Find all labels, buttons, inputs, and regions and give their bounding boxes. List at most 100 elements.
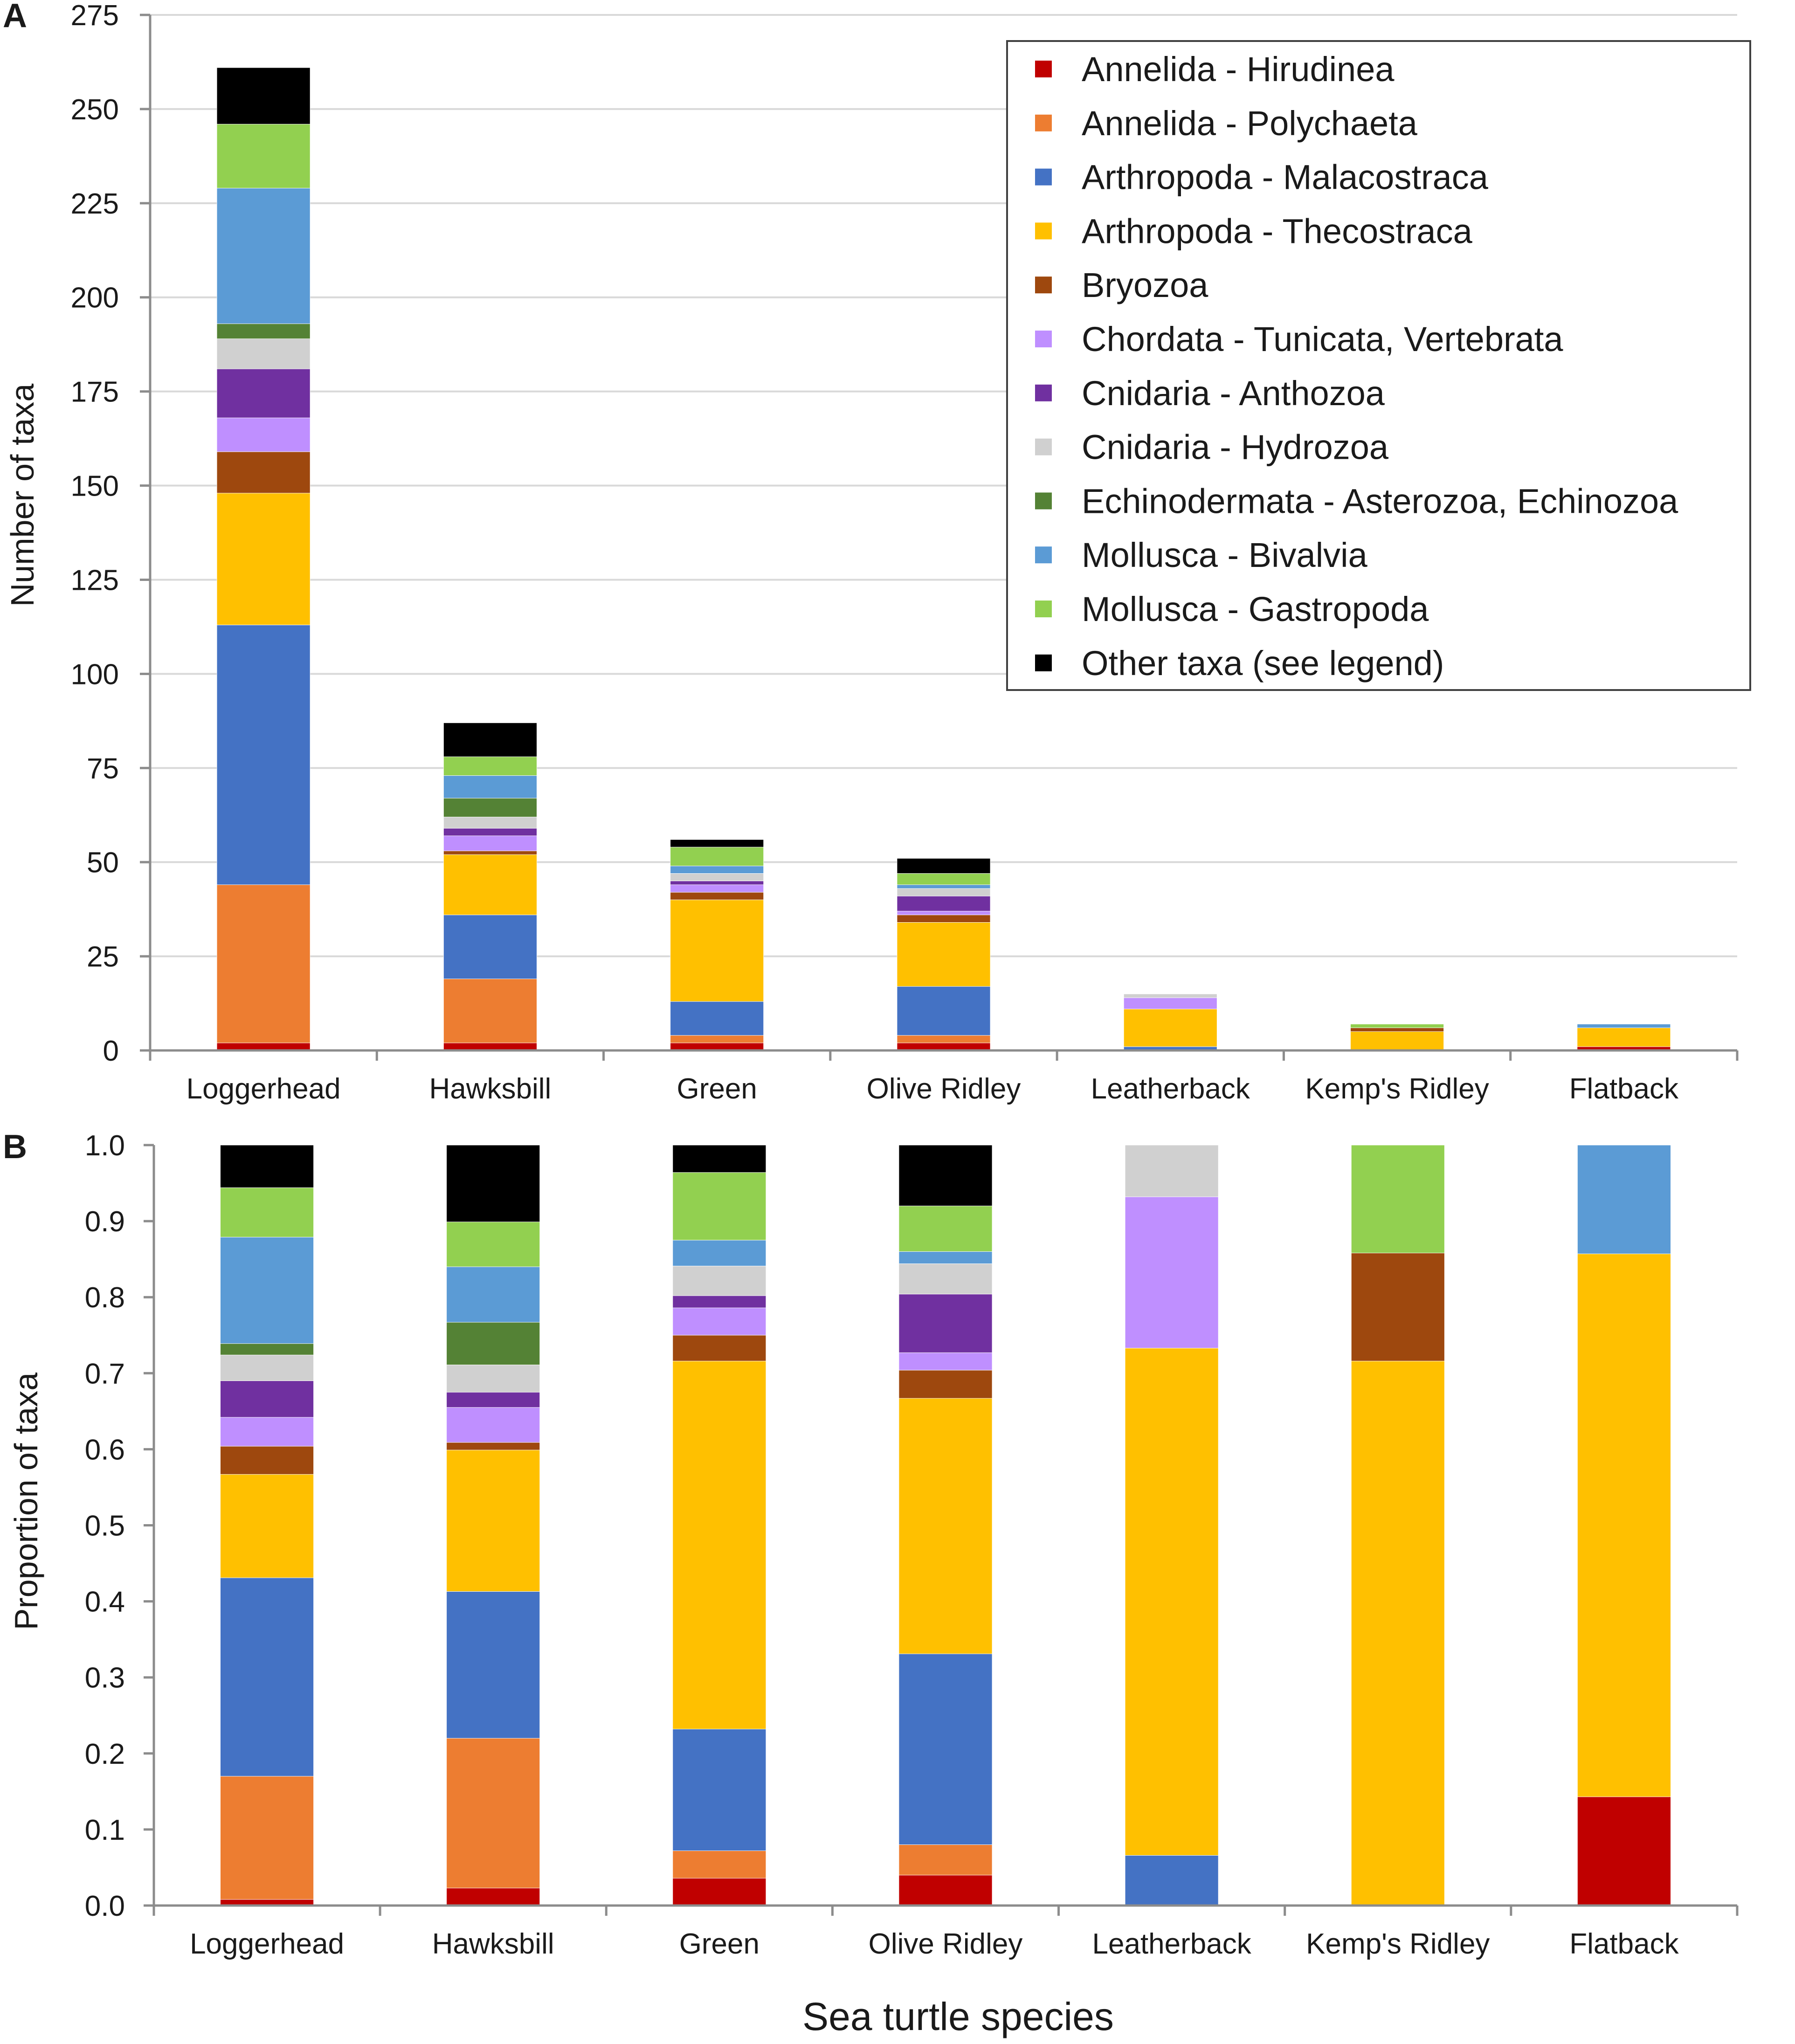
panel-a-y-axis-title: Number of taxa (4, 384, 41, 607)
panel-a-bar-olive-ridley-cnidaria-anthozoa (897, 896, 991, 912)
panel-a-bar-green-other-taxa-see-legend (670, 839, 764, 848)
panel-b-bar-green-arthropoda-thecostraca (672, 1360, 766, 1730)
panel-b-bar-leatherback-cnidaria-hydrozoa (1125, 1145, 1219, 1197)
panel-b-bar-hawksbill-other-taxa-see-legend (446, 1145, 540, 1222)
panel-a-y-tick-label: 250 (71, 94, 119, 126)
panel-a-label: A (3, 0, 27, 35)
panel-a-bar-hawksbill-cnidaria-anthozoa (443, 828, 537, 836)
panel-a-y-tick-label: 225 (71, 188, 119, 220)
panel-b-y-tick-label: 0.6 (85, 1434, 125, 1466)
panel-a-bar-loggerhead-mollusca-gastropoda (216, 124, 311, 188)
panel-b-bar-kemp-s-ridley-bryozoa (1351, 1253, 1445, 1361)
legend-swatch-cnidaria-anthozoa (1035, 384, 1052, 401)
panel-a-bar-hawksbill-mollusca-gastropoda (443, 756, 537, 776)
panel-a-bar-green-mollusca-gastropoda (670, 847, 764, 866)
legend-swatch-arthropoda-thecostraca (1035, 222, 1052, 240)
panel-b-bar-olive-ridley-arthropoda-malacostraca (898, 1653, 993, 1845)
panel-a-y-tick-label: 25 (87, 941, 119, 973)
legend-swatch-mollusca-bivalvia (1035, 546, 1052, 564)
panel-b-bar-hawksbill-mollusca-bivalvia (446, 1266, 540, 1323)
x-axis-title: Sea turtle species (802, 1995, 1114, 2038)
panel-b-bar-hawksbill-arthropoda-malacostraca (446, 1591, 540, 1739)
panel-a-bar-green-chordata-tunicata-vertebrata (670, 884, 764, 893)
panel-b-bar-flatback-arthropoda-thecostraca (1577, 1253, 1671, 1797)
legend-label-mollusca-gastropoda: Mollusca - Gastropoda (1082, 590, 1429, 628)
panel-a-bar-olive-ridley-chordata-tunicata-vertebrata (897, 911, 991, 915)
panel-b-x-tick-label: Green (679, 1928, 759, 1960)
panel-a-y-tick-label: 200 (71, 282, 119, 314)
panel-a-bar-hawksbill-bryozoa (443, 850, 537, 855)
panel-a-y-tick-label: 0 (103, 1035, 119, 1067)
panel-b-y-tick-label: 0.4 (85, 1586, 125, 1618)
panel-b-bar-green-chordata-tunicata-vertebrata (672, 1307, 766, 1336)
panel-b-y-tick-label: 0.2 (85, 1738, 125, 1770)
panel-a-y-tick-label: 125 (71, 564, 119, 596)
panel-a-y-tick-label: 50 (87, 847, 119, 879)
panel-b-bar-olive-ridley-other-taxa-see-legend (898, 1145, 993, 1206)
panel-b-bar-green-bryozoa (672, 1335, 766, 1361)
panel-b-bar-hawksbill-annelida-hirudinea (446, 1888, 540, 1906)
legend-swatch-mollusca-gastropoda (1035, 601, 1052, 617)
legend-label-bryozoa: Bryozoa (1082, 266, 1208, 304)
panel-b-bar-olive-ridley-cnidaria-hydrozoa (898, 1264, 993, 1295)
panel-a-bar-flatback-arthropoda-thecostraca (1577, 1028, 1671, 1047)
panel-b-x-tick-label: Kemp's Ridley (1306, 1928, 1490, 1960)
panel-b-bar-loggerhead-echinodermata-asterozoa-echinozoa (220, 1343, 314, 1355)
panel-a-y-tick-label: 150 (71, 470, 119, 503)
legend-label-cnidaria-anthozoa: Cnidaria - Anthozoa (1082, 374, 1385, 413)
panel-a-x-tick-label: Kemp's Ridley (1305, 1073, 1489, 1105)
panel-b-x-tick-label: Olive Ridley (869, 1928, 1023, 1960)
panel-b-bar-flatback-annelida-hirudinea (1577, 1796, 1671, 1906)
panel-b-bar-leatherback-arthropoda-malacostraca (1125, 1855, 1219, 1906)
panel-a-bar-olive-ridley-bryozoa (897, 914, 991, 923)
panel-a-x-tick-label: Hawksbill (429, 1073, 552, 1105)
panel-a-y-tick-label: 100 (71, 658, 119, 691)
panel-a-bar-hawksbill-arthropoda-malacostraca (443, 914, 537, 979)
panel-a-bar-green-bryozoa (670, 892, 764, 900)
panel-b-bar-hawksbill-bryozoa (446, 1442, 540, 1450)
panel-a-x-tick-label: Olive Ridley (867, 1073, 1021, 1105)
panel-b-y-tick-label: 0.5 (85, 1510, 125, 1542)
legend-box (1006, 40, 1751, 691)
legend-swatch-chordata-tunicata-vertebrata (1035, 331, 1052, 347)
panel-b-x-tick-label: Leatherback (1092, 1928, 1252, 1960)
panel-b-bar-loggerhead-mollusca-bivalvia (220, 1236, 314, 1344)
panel-b-bar-hawksbill-cnidaria-hydrozoa (446, 1364, 540, 1393)
legend-label-annelida-polychaeta: Annelida - Polychaeta (1082, 104, 1418, 143)
panel-b-bar-kemp-s-ridley-mollusca-gastropoda (1351, 1145, 1445, 1254)
panel-a-y-tick-label: 175 (71, 376, 119, 408)
panel-b-bar-hawksbill-mollusca-gastropoda (446, 1222, 540, 1267)
panel-a-bar-kemp-s-ridley-mollusca-gastropoda (1350, 1024, 1444, 1028)
panel-b-label: B (3, 1128, 27, 1166)
panel-b-y-tick-label: 0.7 (85, 1358, 125, 1390)
panel-a-bar-loggerhead-annelida-polychaeta (216, 884, 311, 1043)
panel-a-bar-olive-ridley-arthropoda-thecostraca (897, 922, 991, 987)
panel-a-bar-green-cnidaria-hydrozoa (670, 873, 764, 881)
panel-b-bar-olive-ridley-annelida-hirudinea (898, 1875, 993, 1906)
legend-label-echinodermata-asterozoa-echinozoa: Echinodermata - Asterozoa, Echinozoa (1082, 482, 1678, 520)
panel-a-y-tick-label: 275 (71, 0, 119, 32)
panel-b-bar-green-cnidaria-hydrozoa (672, 1265, 766, 1296)
panel-a-bar-loggerhead-arthropoda-thecostraca (216, 493, 311, 625)
legend-swatch-cnidaria-hydrozoa (1035, 438, 1052, 456)
panel-a-bar-olive-ridley-cnidaria-hydrozoa (897, 888, 991, 897)
panel-b-bar-loggerhead-other-taxa-see-legend (220, 1145, 314, 1188)
panel-b-y-tick-label: 0.3 (85, 1662, 125, 1694)
panel-b-bar-hawksbill-arthropoda-thecostraca (446, 1450, 540, 1592)
panel-b-y-tick-label: 0.8 (85, 1282, 125, 1314)
legend-swatch-echinodermata-asterozoa-echinozoa (1035, 492, 1052, 510)
panel-a-bar-loggerhead-other-taxa-see-legend (216, 67, 311, 124)
panel-a-bar-kemp-s-ridley-bryozoa (1350, 1028, 1444, 1032)
panel-b-bar-loggerhead-arthropoda-malacostraca (220, 1577, 314, 1777)
panel-b-y-tick-label: 1.0 (85, 1130, 125, 1162)
legend-swatch-bryozoa (1035, 276, 1052, 294)
panel-a-bar-olive-ridley-mollusca-gastropoda (897, 873, 991, 885)
panel-a-bar-hawksbill-echinodermata-asterozoa-echinozoa (443, 798, 537, 817)
panel-b-y-tick-label: 0.0 (85, 1890, 125, 1922)
panel-a-bar-hawksbill-chordata-tunicata-vertebrata (443, 836, 537, 851)
legend-label-chordata-tunicata-vertebrata: Chordata - Tunicata, Vertebrata (1082, 320, 1563, 359)
panel-b-bar-olive-ridley-chordata-tunicata-vertebrata (898, 1352, 993, 1371)
panel-b-bar-hawksbill-annelida-polychaeta (446, 1738, 540, 1888)
panel-a-x-tick-label: Flatback (1569, 1073, 1679, 1105)
panel-b-bar-olive-ridley-arthropoda-thecostraca (898, 1398, 993, 1654)
